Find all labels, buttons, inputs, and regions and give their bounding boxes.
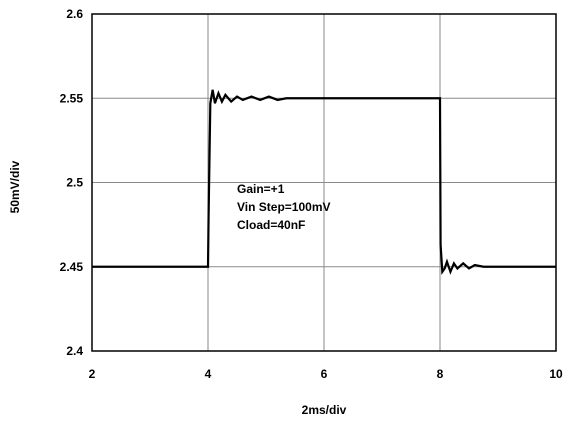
x-tick-label: 6 [321, 367, 328, 381]
y-tick-label: 2.6 [66, 7, 83, 21]
grid-layer [92, 14, 556, 351]
x-tick-label: 10 [549, 367, 563, 381]
plot-border [91, 13, 557, 352]
y-axis-label: 50mV/div [8, 160, 22, 213]
x-tick-labels: 2 4 6 8 10 [89, 367, 563, 381]
x-axis-label: 2ms/div [302, 403, 347, 417]
plot-frame [91, 13, 557, 352]
series-layer [92, 89, 556, 276]
x-tick-label: 8 [437, 367, 444, 381]
y-tick-label: 2.5 [66, 176, 83, 190]
x-tick-label: 4 [205, 367, 212, 381]
annotation-gain: Gain=+1 [237, 182, 285, 196]
y-tick-labels: 2.4 2.45 2.5 2.55 2.6 [60, 7, 84, 358]
annotation-vin-step: Vin Step=100mV [237, 200, 331, 214]
x-tick-label: 2 [89, 367, 96, 381]
annotation-cload: Cload=40nF [237, 218, 305, 232]
y-tick-label: 2.55 [60, 91, 84, 105]
series-line [92, 89, 556, 276]
y-tick-label: 2.4 [66, 344, 83, 358]
y-tick-label: 2.45 [60, 260, 84, 274]
